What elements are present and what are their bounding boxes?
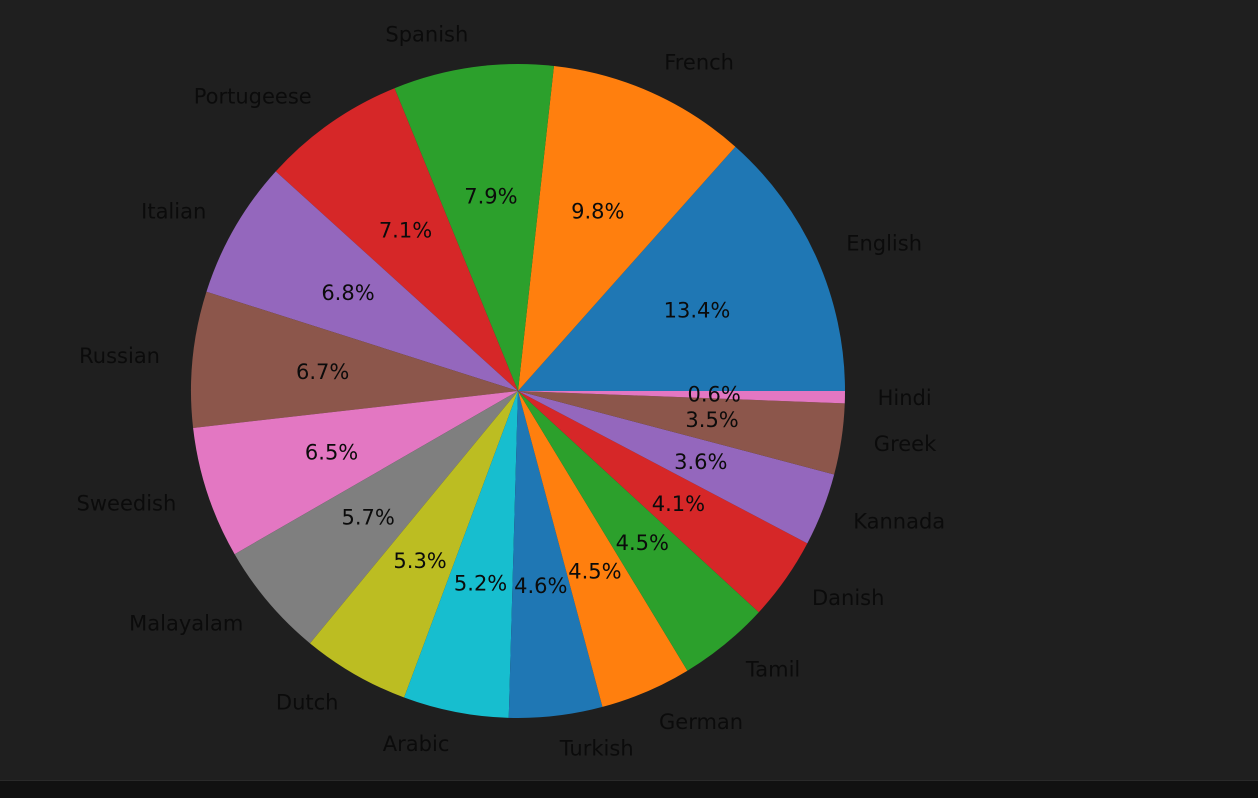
category-label-italian: Italian bbox=[141, 200, 206, 224]
pct-label-kannada: 3.6% bbox=[674, 450, 727, 474]
category-label-turkish: Turkish bbox=[559, 736, 634, 760]
category-labels-layer: English French Spanish Portugeese Italian Rus… bbox=[77, 23, 946, 761]
category-label-sweedish: Sweedish bbox=[77, 491, 177, 515]
pct-label-russian: 6.7% bbox=[296, 360, 349, 384]
pct-label-german: 4.5% bbox=[568, 560, 621, 584]
pie-chart: 13.4% 9.8% 7.9% 7.1% 6.8% 6.7% 6.5% 5.7% 5.3% 5.2… bbox=[76, 22, 946, 761]
category-label-greek: Greek bbox=[874, 432, 937, 456]
category-label-danish: Danish bbox=[812, 586, 884, 610]
category-label-tamil: Tamil bbox=[745, 657, 800, 681]
pct-label-sweedish: 6.5% bbox=[305, 440, 358, 464]
pct-label-tamil: 4.5% bbox=[616, 531, 669, 555]
bottom-bar bbox=[0, 780, 1258, 798]
category-label-malayalam: Malayalam bbox=[129, 611, 243, 635]
pct-label-italian: 6.8% bbox=[321, 281, 374, 305]
category-label-english: English bbox=[846, 232, 922, 256]
pct-label-dutch: 5.3% bbox=[393, 549, 446, 573]
category-label-german: German bbox=[659, 710, 743, 734]
pct-label-french: 9.8% bbox=[571, 200, 624, 224]
slice-greek bbox=[518, 391, 845, 475]
category-label-french: French bbox=[664, 50, 734, 74]
slice-german bbox=[518, 391, 688, 707]
pct-label-spanish: 7.9% bbox=[464, 185, 517, 209]
pct-label-hindi: 0.6% bbox=[688, 383, 741, 407]
percent-labels-layer: 13.4% 9.8% 7.9% 7.1% 6.8% 6.7% 6.5% 5.7% 5.3% 5.2… bbox=[296, 185, 741, 598]
slice-english bbox=[518, 146, 845, 391]
category-label-hindi: Hindi bbox=[878, 386, 932, 410]
slice-spanish bbox=[394, 63, 554, 391]
pct-label-turkish: 4.6% bbox=[514, 574, 567, 598]
category-label-dutch: Dutch bbox=[276, 691, 339, 715]
slice-french bbox=[518, 65, 736, 391]
slice-sweedish bbox=[193, 391, 518, 555]
pct-label-arabic: 5.2% bbox=[454, 572, 507, 596]
slice-arabic bbox=[404, 391, 518, 718]
slice-hindi bbox=[518, 391, 846, 404]
pie-chart-svg: 13.4% 9.8% 7.9% 7.1% 6.8% 6.7% 6.5% 5.7% 5.3% 5.2… bbox=[77, 23, 946, 761]
category-label-arabic: Arabic bbox=[383, 732, 450, 756]
slice-malayalam bbox=[234, 391, 518, 644]
pct-label-portugeese: 7.1% bbox=[379, 218, 432, 242]
slice-kannada bbox=[518, 391, 835, 544]
slice-italian bbox=[206, 171, 518, 391]
slice-tamil bbox=[518, 391, 759, 671]
pct-label-english: 13.4% bbox=[664, 299, 731, 323]
slice-dutch bbox=[310, 391, 518, 698]
slice-portugeese bbox=[275, 88, 518, 392]
slices-layer bbox=[191, 63, 846, 719]
pct-label-malayalam: 5.7% bbox=[342, 506, 395, 530]
category-label-portugeese: Portugeese bbox=[194, 84, 312, 108]
slice-russian bbox=[191, 291, 519, 428]
category-label-russian: Russian bbox=[79, 344, 160, 368]
category-label-spanish: Spanish bbox=[385, 23, 468, 47]
slice-turkish bbox=[508, 391, 603, 719]
slice-danish bbox=[518, 391, 808, 613]
category-label-kannada: Kannada bbox=[853, 510, 945, 534]
pct-label-danish: 4.1% bbox=[652, 492, 705, 516]
pct-label-greek: 3.5% bbox=[685, 408, 738, 432]
